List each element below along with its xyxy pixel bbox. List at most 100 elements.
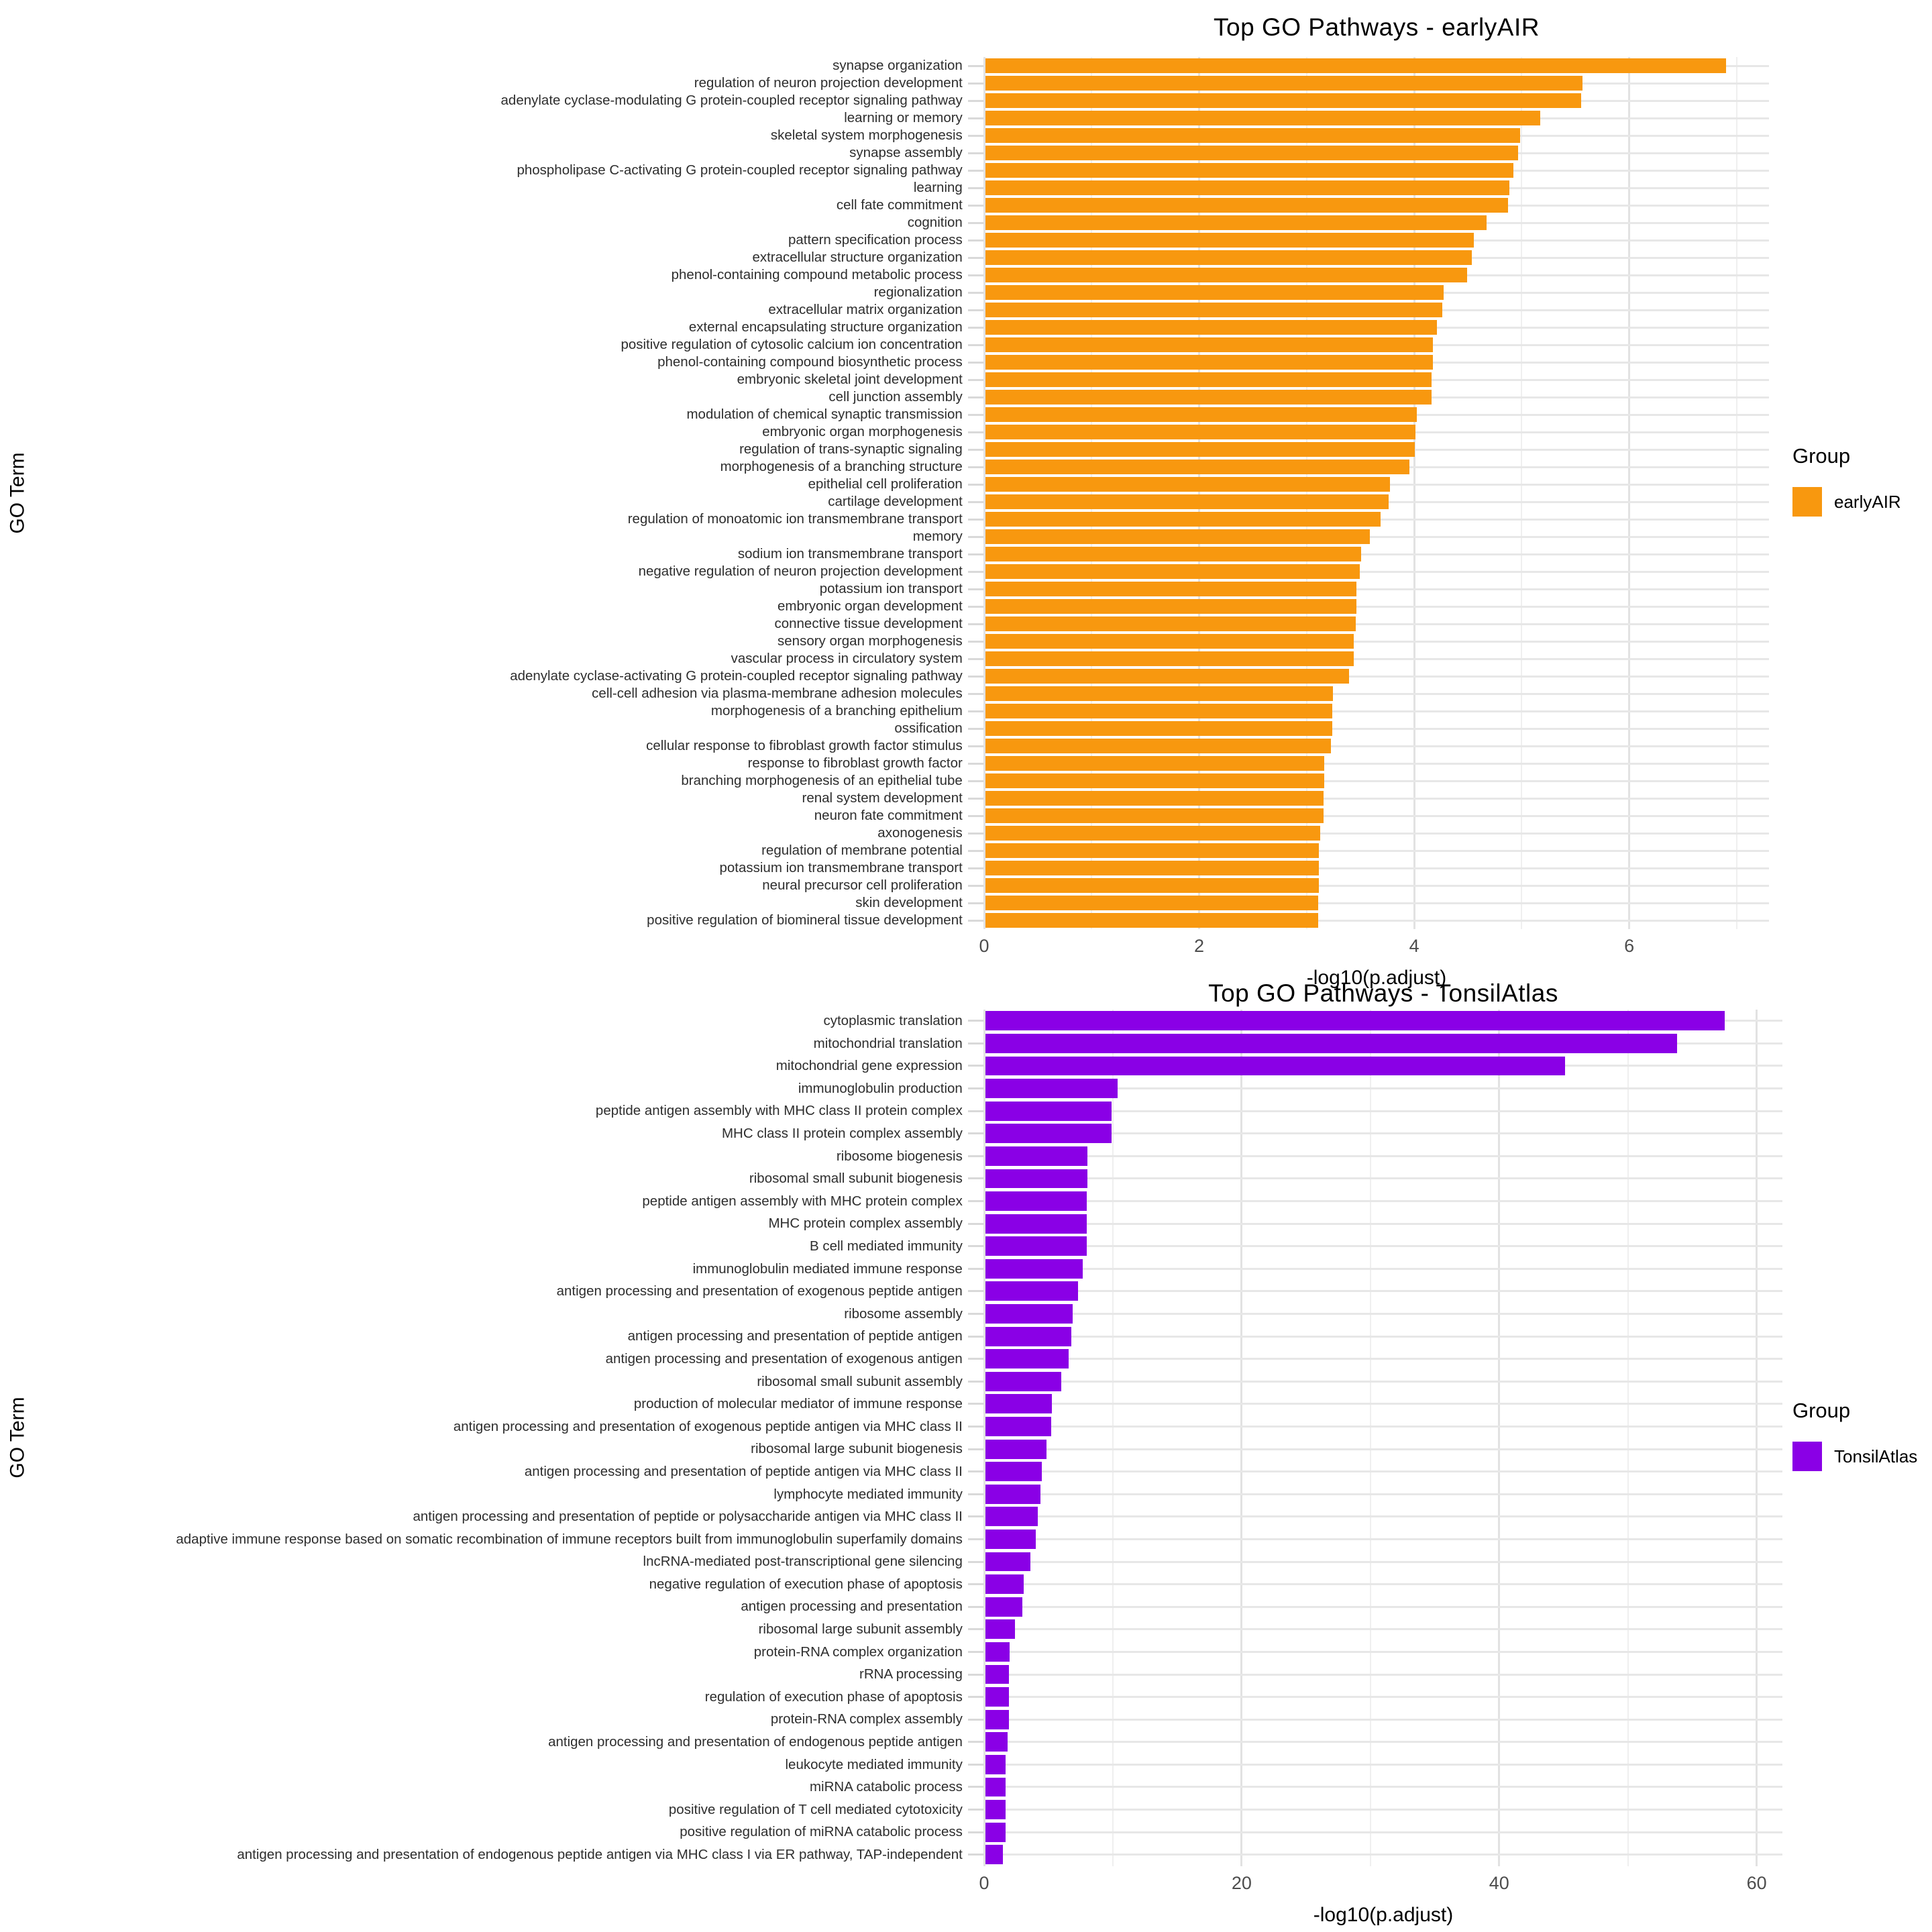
bar	[985, 1845, 1003, 1865]
bar-cell	[985, 720, 1769, 737]
category-label: phenol-containing compound metabolic pro…	[671, 267, 963, 283]
bar	[985, 1417, 1051, 1436]
bar	[985, 1597, 1023, 1617]
y-tick-mark	[965, 179, 985, 197]
chart-row: adenylate cyclase-modulating G protein-c…	[0, 92, 1769, 109]
y-tick-mark	[965, 371, 985, 388]
x-axis-title: -log10(p.adjust)	[1306, 967, 1447, 989]
bar-cell	[985, 1663, 1782, 1686]
bar-cell	[985, 842, 1769, 859]
y-tick-mark	[965, 824, 985, 842]
y-tick-mark	[965, 615, 985, 633]
y-tick-mark	[965, 1754, 985, 1776]
category-label: cell-cell adhesion via plasma-membrane a…	[592, 686, 963, 702]
category-label: positive regulation of cytosolic calcium…	[621, 337, 963, 353]
chart-row: ribosomal small subunit assembly	[0, 1371, 1782, 1393]
minor-gridline	[1305, 57, 1307, 929]
category-label: embryonic organ development	[777, 598, 963, 614]
chart-row: regulation of execution phase of apoptos…	[0, 1686, 1782, 1709]
chart-row: connective tissue development	[0, 615, 1769, 633]
chart-row: negative regulation of neuron projection…	[0, 563, 1769, 580]
category-label: regulation of execution phase of apoptos…	[704, 1688, 963, 1705]
chart-row: cytoplasmic translation	[0, 1010, 1782, 1032]
legend-item: TonsilAtlas	[1792, 1442, 1917, 1471]
bar	[985, 895, 1318, 911]
category-label: axonogenesis	[877, 825, 963, 841]
y-tick-mark	[965, 1460, 985, 1483]
y-tick-mark	[965, 231, 985, 249]
category-label: negative regulation of execution phase o…	[649, 1576, 963, 1592]
row-gridline	[985, 1358, 1782, 1360]
row-gridline	[985, 1538, 1782, 1540]
chart-row: neuron fate commitment	[0, 807, 1769, 824]
y-tick-mark	[965, 528, 985, 545]
category-label: sensory organ morphogenesis	[777, 633, 963, 649]
chart-row: ribosome biogenesis	[0, 1145, 1782, 1168]
bar	[985, 686, 1334, 702]
bar-cell	[985, 179, 1769, 197]
row-gridline	[985, 1380, 1782, 1383]
x-tick-label: 60	[1746, 1872, 1767, 1893]
category-label: cell fate commitment	[836, 197, 963, 213]
category-label: regionalization	[873, 284, 963, 301]
bar-cell	[985, 1415, 1782, 1438]
bar-cell	[985, 1799, 1782, 1821]
y-tick-mark	[965, 720, 985, 737]
minor-gridline	[1112, 1010, 1114, 1866]
bar	[985, 529, 1370, 545]
category-label: regulation of neuron projection developm…	[694, 75, 963, 91]
y-tick-mark	[965, 301, 985, 319]
y-tick-mark	[965, 1573, 985, 1596]
y-tick-mark	[965, 406, 985, 423]
bar-cell	[985, 388, 1769, 406]
bar-cell	[985, 545, 1769, 563]
bar	[985, 1056, 1566, 1076]
row-gridline	[985, 1425, 1782, 1428]
y-tick-mark	[965, 650, 985, 667]
row-gridline	[985, 1403, 1782, 1405]
y-tick-mark	[965, 1145, 985, 1168]
x-axis-title: -log10(p.adjust)	[1313, 1903, 1454, 1926]
bar-cell	[985, 790, 1769, 807]
bar-cell	[985, 1190, 1782, 1213]
legend-swatch	[1792, 487, 1822, 517]
bar	[985, 127, 1520, 144]
y-tick-mark	[965, 1528, 985, 1551]
bar	[985, 267, 1468, 283]
row-gridline	[985, 1132, 1782, 1135]
category-label: modulation of chemical synaptic transmis…	[686, 407, 963, 423]
bar	[985, 494, 1389, 510]
y-tick-mark	[965, 74, 985, 92]
bar-cell	[985, 667, 1769, 685]
bar	[985, 1349, 1069, 1369]
bar-cell	[985, 912, 1769, 929]
y-tick-mark	[965, 580, 985, 598]
row-gridline	[985, 1741, 1782, 1743]
chart-row: regulation of neuron projection developm…	[0, 74, 1769, 92]
y-tick-mark	[965, 1190, 985, 1213]
y-tick-mark	[965, 1731, 985, 1754]
category-label: protein-RNA complex assembly	[770, 1711, 963, 1727]
bar	[985, 1484, 1041, 1504]
bar	[985, 546, 1361, 562]
bar-cell	[985, 1167, 1782, 1190]
chart-row: MHC class II protein complex assembly	[0, 1122, 1782, 1145]
y-tick-mark	[965, 667, 985, 685]
bar	[985, 424, 1416, 440]
chart-row: pattern specification process	[0, 231, 1769, 249]
y-tick-mark	[965, 57, 985, 74]
category-label: response to fibroblast growth factor	[747, 755, 963, 771]
category-label: cellular response to fibroblast growth f…	[646, 738, 963, 754]
category-label: pattern specification process	[788, 232, 963, 248]
chart-row: learning	[0, 179, 1769, 197]
row-gridline	[985, 849, 1769, 852]
bar-cell	[985, 1573, 1782, 1596]
category-label: lncRNA-mediated post-transcriptional gen…	[643, 1554, 963, 1570]
bar	[985, 1258, 1083, 1279]
row-gridline	[985, 1718, 1782, 1721]
bar	[985, 1574, 1024, 1595]
category-label: regulation of trans-synaptic signaling	[739, 441, 963, 458]
category-label: lymphocyte mediated immunity	[773, 1486, 963, 1502]
bar-cell	[985, 1235, 1782, 1258]
row-gridline	[985, 553, 1769, 555]
